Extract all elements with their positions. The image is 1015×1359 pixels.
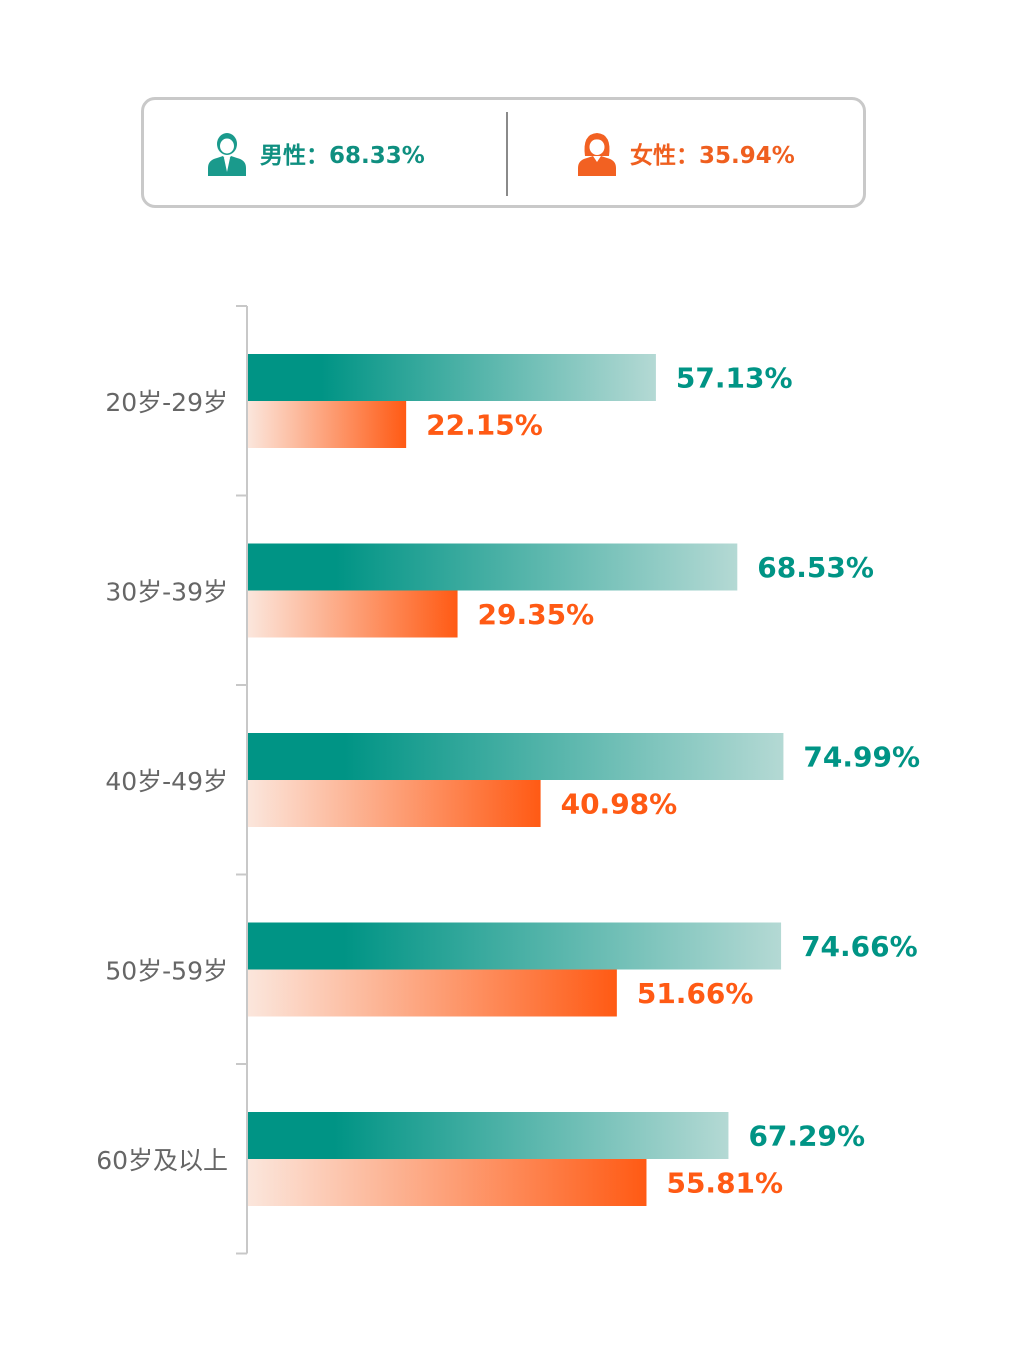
- male-value-label: 74.99%: [803, 741, 920, 774]
- male-avatar-icon: [208, 132, 246, 176]
- female-value-label: 55.81%: [666, 1167, 783, 1200]
- legend: 男性：68.33% 女性：35.94%: [141, 97, 866, 208]
- female-bar: [248, 401, 407, 448]
- female-avatar-icon: [578, 132, 616, 176]
- female-value-label: 40.98%: [561, 788, 678, 821]
- female-bar: [248, 590, 458, 638]
- category-label: 60岁及以上: [96, 1146, 228, 1175]
- category-label: 30岁-39岁: [105, 578, 228, 607]
- male-bar: [248, 543, 738, 591]
- male-value-label: 74.66%: [801, 930, 918, 963]
- male-bar: [248, 1112, 729, 1159]
- female-bar: [248, 969, 617, 1017]
- legend-female-label: 女性：35.94%: [630, 142, 795, 169]
- legend-item-male: 男性：68.33%: [206, 100, 425, 205]
- male-bar: [248, 733, 784, 780]
- male-value-label: 57.13%: [676, 362, 793, 395]
- category-label: 40岁-49岁: [105, 767, 228, 796]
- female-value-label: 22.15%: [426, 409, 543, 442]
- female-bar: [248, 780, 541, 827]
- legend-divider: [506, 112, 508, 196]
- male-bar: [248, 922, 782, 970]
- legend-male-label: 男性：68.33%: [260, 142, 425, 169]
- female-value-label: 29.35%: [478, 598, 595, 631]
- category-label: 20岁-29岁: [105, 388, 228, 417]
- male-bar: [248, 354, 656, 401]
- female-bar: [248, 1159, 647, 1206]
- male-value-label: 68.53%: [757, 551, 874, 584]
- legend-item-female: 女性：35.94%: [576, 100, 795, 205]
- category-label: 50岁-59岁: [105, 957, 228, 986]
- female-value-label: 51.66%: [637, 977, 754, 1010]
- male-value-label: 67.29%: [748, 1120, 865, 1153]
